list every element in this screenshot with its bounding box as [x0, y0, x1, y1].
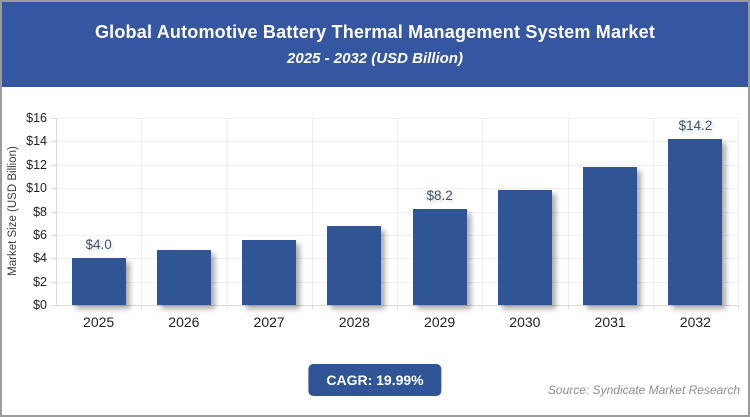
gridline-vertical: [738, 118, 739, 305]
x-tick-mark: [567, 305, 569, 309]
chart-title: Global Automotive Battery Thermal Manage…: [94, 22, 656, 42]
x-tick-label: 2031: [594, 314, 626, 330]
x-tick-label: 2027: [253, 314, 285, 330]
y-tick-mark: [51, 258, 56, 260]
x-tick-mark: [311, 305, 313, 309]
chart-subtitle: 2025 - 2032 (USD Billion): [287, 50, 463, 67]
y-tick-mark: [51, 211, 56, 213]
x-tick-label: 2026: [168, 314, 200, 330]
gridline-vertical: [226, 118, 228, 305]
x-tick-mark: [141, 305, 143, 309]
bar-2025: [71, 258, 126, 305]
source-text: Source: Syndicate Market Research: [547, 383, 740, 397]
y-tick-mark: [51, 188, 56, 190]
y-tick-mark: [51, 164, 56, 166]
x-tick-mark: [738, 305, 739, 309]
y-tick-label: $8: [33, 204, 47, 219]
x-tick-label: 2030: [509, 314, 541, 330]
bar-value-label: $14.2: [678, 118, 713, 134]
y-tick-label: $0: [33, 298, 47, 312]
y-tick-mark: [51, 118, 56, 119]
x-tick-label: 2032: [679, 314, 711, 330]
x-axis-line: [56, 305, 738, 306]
gridline-vertical: [482, 118, 484, 305]
bar-value-label: $8.2: [426, 188, 453, 204]
bar-2029: [412, 209, 467, 305]
header-banner: Global Automotive Battery Thermal Manage…: [0, 0, 750, 87]
y-tick-label: $6: [33, 227, 47, 242]
y-tick-label: $2: [33, 274, 47, 289]
x-tick-label: 2025: [83, 314, 115, 330]
y-tick-mark: [51, 305, 56, 306]
x-tick-mark: [226, 305, 228, 309]
y-tick-mark: [51, 141, 56, 143]
x-tick-label: 2028: [338, 314, 370, 330]
y-tick-label: $16: [26, 111, 47, 125]
gridline-vertical: [141, 118, 143, 305]
gridline-vertical: [311, 118, 313, 305]
bar-2028: [327, 225, 382, 305]
x-tick-mark: [652, 305, 654, 309]
x-tick-mark: [397, 305, 398, 309]
gridline-vertical: [567, 118, 569, 305]
bar-2032: [668, 139, 723, 305]
cagr-badge: CAGR: 19.99%: [308, 364, 442, 396]
y-tick-label: $14: [26, 134, 47, 149]
y-tick-label: $10: [26, 181, 47, 196]
y-axis-line: [56, 118, 57, 305]
bar-2030: [497, 190, 552, 305]
y-tick-label: $4: [33, 251, 47, 266]
gridline-vertical: [397, 118, 398, 305]
bar-2027: [242, 239, 297, 305]
y-tick-label: $12: [26, 157, 47, 172]
x-tick-mark: [482, 305, 484, 309]
y-tick-mark: [51, 281, 56, 283]
x-tick-label: 2029: [424, 314, 456, 330]
bar-2031: [583, 167, 638, 305]
y-tick-mark: [51, 234, 56, 236]
bar-2026: [156, 250, 211, 305]
bar-value-label: $4.0: [85, 237, 112, 253]
gridline-vertical: [652, 118, 654, 305]
